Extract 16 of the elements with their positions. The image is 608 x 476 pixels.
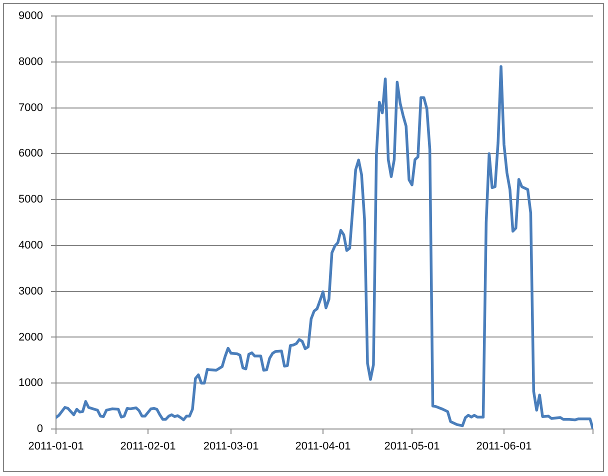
y-tick-label: 1000 [18,377,43,390]
x-tick-label: 2011-03-01 [203,440,259,453]
y-tick-label: 9000 [18,10,43,22]
y-tick-label: 0 [36,423,43,436]
x-tick-label: 2011-05-01 [384,440,440,453]
y-tick-label: 5000 [18,194,43,206]
y-tick-label: 6000 [18,148,43,160]
y-tick-label: 2000 [18,331,43,344]
x-tick-label: 2011-02-01 [120,440,176,453]
x-tick-label: 2011-06-01 [476,440,532,453]
y-tick-label: 8000 [18,56,43,68]
x-tick-label: 2011-01-01 [28,440,84,453]
x-tick-label: 2011-04-01 [295,440,351,453]
y-tick-label: 7000 [18,102,43,114]
y-tick-label: 4000 [18,239,43,252]
y-tick-label: 3000 [18,285,43,298]
